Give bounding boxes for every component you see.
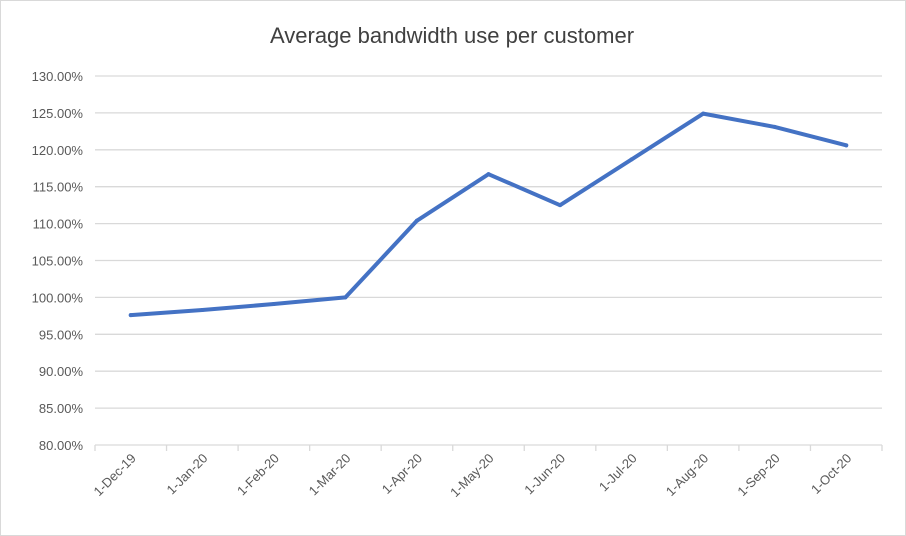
y-tick-label: 130.00% xyxy=(32,69,84,84)
x-tick-label: 1-Oct-20 xyxy=(808,451,854,497)
chart-title: Average bandwidth use per customer xyxy=(270,23,634,48)
x-tick-label: 1-Sep-20 xyxy=(734,451,782,499)
y-tick-label: 105.00% xyxy=(32,254,84,269)
data-point xyxy=(844,143,849,148)
y-tick-label: 90.00% xyxy=(39,364,84,379)
data-point xyxy=(629,157,634,162)
y-tick-label: 120.00% xyxy=(32,143,84,158)
x-tick-label: 1-Jul-20 xyxy=(596,451,640,495)
x-tick-label: 1-Jan-20 xyxy=(164,451,211,498)
x-tick-label: 1-Dec-19 xyxy=(90,451,138,499)
y-tick-label: 125.00% xyxy=(32,106,84,121)
data-point xyxy=(271,302,276,307)
data-point xyxy=(343,295,348,300)
y-tick-label: 85.00% xyxy=(39,401,84,416)
y-tick-label: 115.00% xyxy=(33,180,84,195)
x-tick-label: 1-May-20 xyxy=(447,451,496,500)
data-point xyxy=(414,218,419,223)
y-tick-label: 110.00% xyxy=(33,217,84,232)
data-point xyxy=(772,124,777,129)
data-point xyxy=(486,172,491,177)
x-tick-label: 1-Aug-20 xyxy=(663,451,711,499)
x-tick-label: 1-Apr-20 xyxy=(379,451,425,497)
series-line xyxy=(128,111,849,318)
x-tick-label: 1-Feb-20 xyxy=(234,451,282,499)
y-tick-label: 80.00% xyxy=(39,438,84,453)
y-tick-label: 100.00% xyxy=(32,290,84,305)
x-tick-label: 1-Mar-20 xyxy=(306,451,354,499)
y-tick-label: 95.00% xyxy=(39,327,84,342)
data-point xyxy=(558,203,563,208)
data-point xyxy=(128,313,133,318)
x-tick-label: 1-Jun-20 xyxy=(521,451,568,498)
data-point xyxy=(701,111,706,116)
data-point xyxy=(200,307,205,312)
